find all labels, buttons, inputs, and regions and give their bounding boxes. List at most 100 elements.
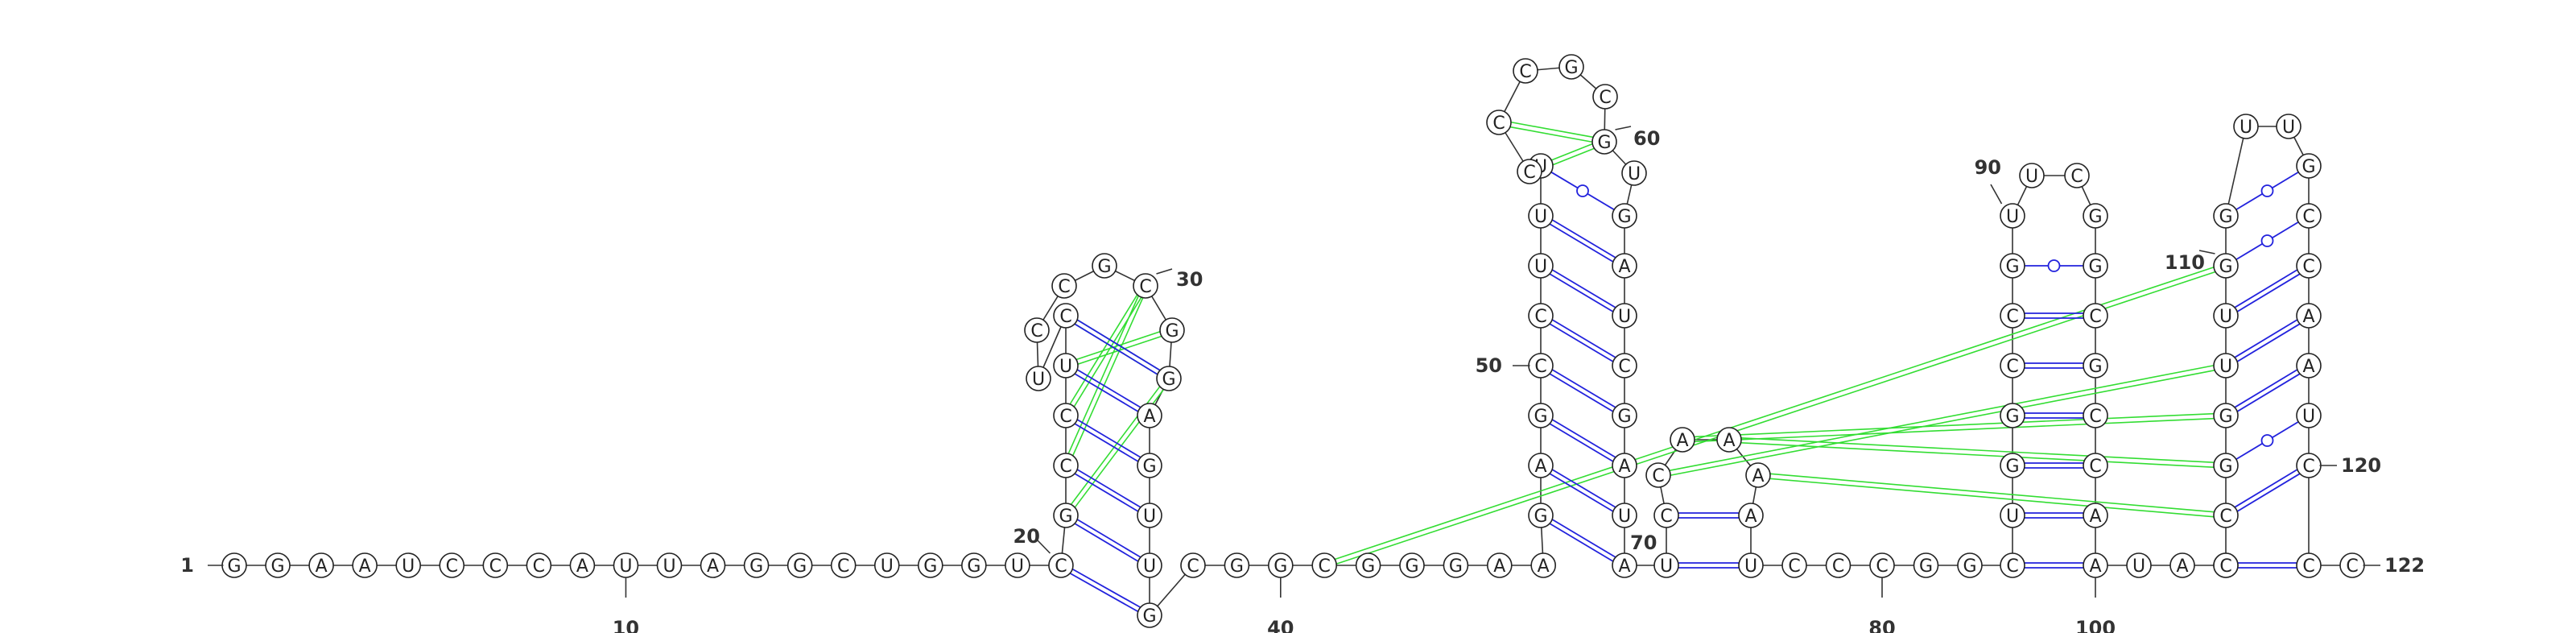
watson-crick-pair [1551, 319, 1616, 358]
nucleotide-66: G [1612, 403, 1637, 428]
nucleotide-98: C [2083, 453, 2108, 478]
nucleotide-111: G [2213, 203, 2239, 229]
nucleotide-110: G [2213, 253, 2239, 279]
watson-crick-pair [2234, 319, 2298, 358]
nucleotide-34: G [1137, 453, 1162, 478]
nucleotide-10: U [613, 552, 639, 578]
svg-text:G: G [1919, 556, 1933, 577]
svg-text:A: A [1744, 507, 1757, 527]
nucleotide-82: G [1957, 552, 1983, 578]
svg-text:C: C [1523, 163, 1535, 183]
svg-text:G: G [967, 556, 980, 577]
svg-text:U: U [881, 556, 894, 577]
nucleotide-72: C [1645, 462, 1671, 488]
nucleotide-84: U [2000, 503, 2025, 528]
svg-text:C: C [1519, 62, 1531, 82]
pseudoknot-pair [1740, 441, 2214, 469]
watson-crick-pair [1076, 369, 1141, 408]
svg-text:U: U [2240, 118, 2252, 138]
watson-crick-pair [1076, 419, 1141, 458]
svg-text:C: C [533, 556, 545, 577]
nucleotide-45: A [1487, 552, 1513, 578]
nucleotide-65: C [1612, 353, 1637, 379]
watson-crick-pair [1076, 319, 1161, 371]
nucleotide-7: C [482, 552, 509, 578]
nucleotide-19: U [1005, 552, 1030, 578]
index-label-30: 30 [1176, 268, 1203, 291]
pseudoknot-pair [1769, 478, 2214, 518]
svg-text:C: C [1618, 357, 1630, 377]
nucleotide-67: A [1612, 453, 1637, 478]
svg-text:A: A [1618, 457, 1630, 477]
svg-text:C: C [1534, 307, 1546, 327]
svg-text:G: G [2219, 457, 2232, 477]
svg-text:A: A [2176, 556, 2188, 577]
svg-text:C: C [1139, 277, 1151, 297]
watson-crick-pair [1549, 473, 1614, 512]
index-label-122: 122 [2384, 554, 2425, 577]
svg-text:C: C [446, 556, 458, 577]
svg-text:U: U [1744, 556, 1757, 577]
svg-text:G: G [1097, 257, 1111, 277]
nucleotide-25: C [1053, 303, 1079, 329]
nucleotide-44: G [1443, 552, 1469, 578]
backbone-lines [234, 66, 2352, 616]
svg-text:U: U [2006, 507, 2019, 527]
index-label-60: 60 [1633, 127, 1660, 150]
index-label-1: 1 [180, 554, 194, 577]
svg-text:C: C [1055, 556, 1067, 577]
nucleotide-75: A [1745, 462, 1771, 488]
nucleotide-48: A [1528, 453, 1554, 478]
svg-text:G: G [1405, 556, 1418, 577]
nucleotide-2: G [265, 552, 291, 578]
svg-text:C: C [2302, 457, 2314, 477]
svg-text:C: C [2006, 307, 2018, 327]
svg-text:U: U [2302, 407, 2315, 427]
nucleotide-40: G [1268, 552, 1294, 578]
watson-crick-pair [1551, 219, 1616, 259]
svg-text:C: C [1059, 457, 1071, 477]
watson-crick-pair [2236, 273, 2301, 312]
svg-text:C: C [1059, 407, 1071, 427]
gu-pair-marker [2260, 234, 2274, 247]
nucleotide-71: C [1653, 503, 1679, 528]
nucleotide-94: G [2083, 253, 2108, 279]
svg-text:A: A [1723, 431, 1735, 451]
svg-text:C: C [2302, 207, 2314, 227]
nucleotide-4: A [352, 552, 378, 578]
watson-crick-pair [1549, 423, 1614, 462]
nucleotide-122: C [2339, 552, 2365, 578]
svg-text:U: U [1628, 164, 1641, 184]
nucleotide-92: C [2064, 163, 2090, 188]
svg-text:U: U [402, 556, 415, 577]
nucleotide-113: U [2276, 114, 2301, 139]
watson-crick-pair [1074, 373, 1139, 412]
nucleotide-74: A [1716, 427, 1742, 453]
nucleotide-55: C [1517, 159, 1542, 184]
svg-text:G: G [2088, 357, 2102, 377]
svg-text:U: U [663, 556, 675, 577]
nucleotide-79: C [1825, 552, 1852, 578]
svg-text:C: C [2070, 167, 2083, 187]
nucleotide-43: G [1399, 552, 1425, 578]
index-label-110: 110 [2165, 251, 2205, 274]
index-tick [1037, 540, 1051, 554]
nucleotide-47: G [1528, 503, 1554, 528]
svg-text:C: C [1599, 88, 1611, 108]
svg-text:C: C [1059, 307, 1071, 327]
svg-text:C: C [2302, 556, 2314, 577]
nucleotide-114: G [2296, 153, 2322, 179]
nucleotide-62: G [1612, 203, 1637, 229]
nucleotide-118: A [2296, 353, 2322, 379]
nucleotide-23: C [1053, 403, 1079, 428]
svg-text:C: C [1187, 556, 1199, 577]
svg-text:A: A [316, 556, 328, 577]
svg-text:C: C [2089, 307, 2101, 327]
svg-text:G: G [1274, 556, 1287, 577]
svg-text:G: G [1617, 407, 1631, 427]
svg-text:C: C [1492, 114, 1505, 134]
nucleotide-108: U [2213, 353, 2239, 379]
nucleotide-46: A [1530, 552, 1556, 578]
pseudoknot-links [1067, 121, 2215, 565]
